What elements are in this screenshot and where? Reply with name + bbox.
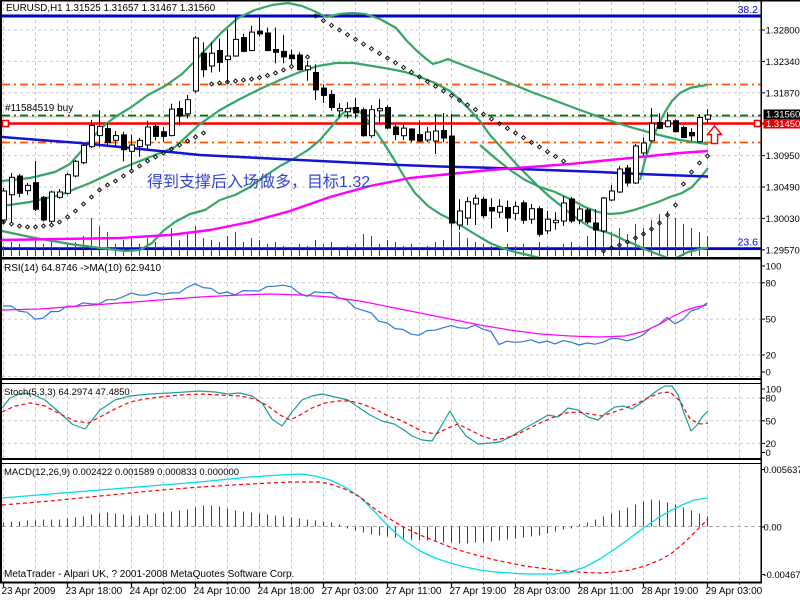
svg-text:28 Apr 19:00: 28 Apr 19:00 xyxy=(642,586,699,597)
svg-text:27 Apr 19:00: 27 Apr 19:00 xyxy=(450,586,507,597)
svg-text:20: 20 xyxy=(766,350,777,361)
svg-text:50: 50 xyxy=(766,315,777,326)
svg-text:1.32340: 1.32340 xyxy=(766,57,800,68)
svg-text:24 Apr 02:00: 24 Apr 02:00 xyxy=(130,586,187,597)
svg-text:23 Apr 2009: 23 Apr 2009 xyxy=(2,586,56,597)
svg-text:38.2: 38.2 xyxy=(738,4,759,16)
svg-text:1.30490: 1.30490 xyxy=(766,183,800,194)
svg-text:0.00: 0.00 xyxy=(764,522,782,533)
svg-text:80: 80 xyxy=(766,394,777,405)
svg-text:100: 100 xyxy=(766,385,782,396)
svg-text:1.31870: 1.31870 xyxy=(766,88,800,99)
svg-text:24 Apr 18:00: 24 Apr 18:00 xyxy=(258,586,315,597)
svg-text:80: 80 xyxy=(766,278,777,289)
svg-text:1.29570: 1.29570 xyxy=(766,245,800,256)
svg-text:MACD(12,26,9) 0.002422 0.00158: MACD(12,26,9) 0.002422 0.001589 0.000833… xyxy=(4,467,239,478)
svg-text:1.32800: 1.32800 xyxy=(766,26,800,37)
svg-text:EURUSD,H1 1.31525 1.31657 1.3: EURUSD,H1 1.31525 1.31657 1.31467 1.3156… xyxy=(6,3,216,14)
svg-text:28 Apr 11:00: 28 Apr 11:00 xyxy=(578,586,634,597)
svg-text:50: 50 xyxy=(766,416,777,427)
svg-text:1.31560: 1.31560 xyxy=(766,109,800,120)
svg-text:1.30030: 1.30030 xyxy=(766,214,800,225)
svg-text:1.31450: 1.31450 xyxy=(766,119,800,130)
svg-text:Stoch(5,3,3) 64.2974 47.4850: Stoch(5,3,3) 64.2974 47.4850 xyxy=(4,387,130,398)
svg-text:RSI(14) 64.8746 ->MA(10) 62.9: RSI(14) 64.8746 ->MA(10) 62.9410 xyxy=(4,263,161,274)
svg-text:28 Apr 03:00: 28 Apr 03:00 xyxy=(514,586,571,597)
svg-text:0.005637: 0.005637 xyxy=(764,464,800,475)
svg-text:27 Apr 11:00: 27 Apr 11:00 xyxy=(386,586,442,597)
svg-text:23.6: 23.6 xyxy=(738,237,759,249)
svg-text:27 Apr 03:00: 27 Apr 03:00 xyxy=(322,586,379,597)
svg-text:20: 20 xyxy=(766,439,777,450)
svg-text:100: 100 xyxy=(766,262,782,273)
svg-text:#11584519 buy: #11584519 buy xyxy=(5,103,73,114)
svg-text:29 Apr 03:00: 29 Apr 03:00 xyxy=(706,586,763,597)
svg-text:0: 0 xyxy=(766,448,771,459)
svg-text:24 Apr 10:00: 24 Apr 10:00 xyxy=(194,586,251,597)
svg-text:1.30950: 1.30950 xyxy=(766,151,800,162)
svg-text:MetaTrader - Alpari UK, ? 2001: MetaTrader - Alpari UK, ? 2001-2008 Meta… xyxy=(4,569,294,580)
svg-text:0: 0 xyxy=(766,368,771,379)
svg-text:23 Apr 18:00: 23 Apr 18:00 xyxy=(66,586,123,597)
svg-text:得到支撑后入场做多，目标1.32: 得到支撑后入场做多，目标1.32 xyxy=(147,173,370,191)
svg-text:-0.00467: -0.00467 xyxy=(764,569,800,580)
